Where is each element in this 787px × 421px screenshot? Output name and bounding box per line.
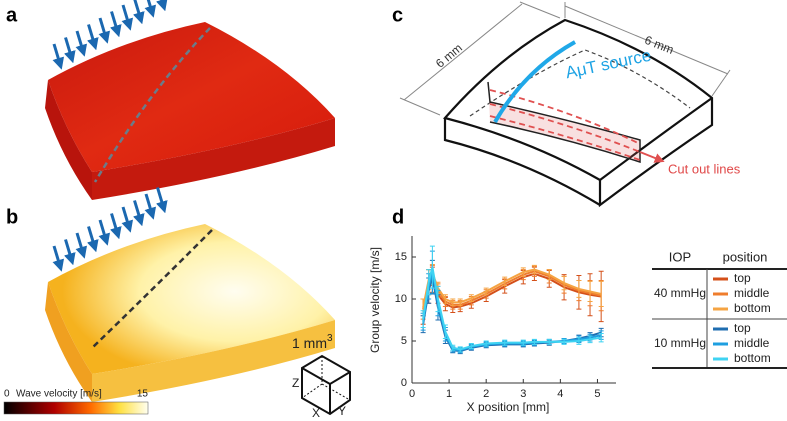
cut-region [487, 81, 641, 164]
y-axis-label: Group velocity [m/s] [368, 247, 382, 353]
y-tick-label: 0 [401, 377, 407, 389]
dashed-line [93, 27, 211, 183]
x-tick-label: 2 [483, 388, 489, 400]
arrow [87, 24, 99, 51]
block-edges [443, 97, 713, 206]
dim-label: 6 mm [433, 41, 465, 71]
legend-group: 40 mmHg [654, 286, 706, 300]
diagram [399, 1, 731, 208]
arrow [144, 193, 157, 220]
arrow [110, 11, 122, 38]
chart: 0 1 2 3 4 5 0 5 10 15 [395, 236, 616, 400]
series-line [422, 266, 602, 351]
source-label: AμT source [564, 46, 653, 83]
cube [301, 354, 351, 416]
cube-exp: 3 [327, 333, 333, 344]
arrow [75, 30, 88, 57]
colorbar-label: Wave velocity [m/s] [16, 389, 102, 400]
arrow [156, 187, 168, 214]
dimension-lines [564, 2, 731, 97]
y-tick-label: 5 [401, 335, 407, 347]
axis-letter: Z [292, 376, 299, 390]
colorbar-min: 0 [4, 389, 10, 400]
panel-label: c [392, 4, 403, 26]
axis-letter: Y [338, 404, 346, 418]
legend-label: top [734, 271, 751, 285]
legend-label: top [734, 321, 751, 335]
cube-hidden [301, 356, 351, 401]
source-line [493, 40, 576, 123]
arrow [121, 206, 134, 233]
arrow [144, 0, 157, 18]
slab-top [48, 224, 335, 374]
dashed-line [91, 229, 213, 349]
cube-label: 1 mm3 [292, 333, 333, 351]
arrow [133, 0, 145, 25]
error-bar [598, 280, 604, 308]
x-tick-label: 5 [594, 388, 600, 400]
slab-side [45, 282, 92, 402]
x-tick-label: 3 [520, 388, 526, 400]
y-tick-label: 15 [395, 251, 407, 263]
arrow [64, 239, 76, 266]
cut-label: Cut out lines [668, 161, 741, 176]
arrow [156, 0, 168, 12]
slab-side [45, 80, 92, 200]
legend-label: bottom [734, 301, 771, 315]
cut-lines [489, 89, 641, 161]
colorbar-max: 15 [137, 389, 149, 400]
slab-top [48, 22, 335, 172]
arrow [64, 37, 76, 64]
y-tick-label: 10 [395, 293, 407, 305]
colorbar [3, 401, 149, 415]
legend-label: bottom [734, 351, 771, 365]
arrow [110, 213, 122, 240]
error-bar [598, 332, 604, 343]
slab-a [45, 22, 335, 200]
panel-label: b [6, 206, 18, 228]
arrow [98, 17, 111, 44]
slab-front [92, 118, 335, 200]
panel-label: d [392, 206, 404, 228]
slab-b [45, 224, 335, 402]
arrows [52, 0, 168, 272]
legend-label: middle [734, 336, 770, 350]
arrow [98, 219, 111, 246]
block-outline [442, 18, 714, 208]
legend-header: position [723, 249, 768, 264]
arrow [52, 43, 65, 70]
arrow [75, 232, 88, 259]
arrow [121, 4, 134, 31]
axis-letter: X [312, 406, 320, 420]
arrow [133, 200, 145, 227]
dimension-lines [399, 1, 561, 116]
legend-label: middle [734, 286, 770, 300]
hidden-edge [469, 49, 691, 117]
arrow [87, 226, 99, 253]
legend-header: IOP [669, 249, 691, 264]
x-axis-label: X position [mm] [467, 400, 550, 414]
arrow [52, 245, 65, 272]
slab-front [92, 320, 335, 402]
x-tick-label: 1 [446, 388, 452, 400]
x-tick-label: 4 [557, 388, 563, 400]
x-tick-label: 0 [409, 388, 415, 400]
panel-label: a [6, 4, 18, 26]
cut-arrow [639, 151, 665, 163]
legend-group: 10 mmHg [654, 336, 706, 350]
cube-unit: 1 mm [292, 335, 327, 351]
